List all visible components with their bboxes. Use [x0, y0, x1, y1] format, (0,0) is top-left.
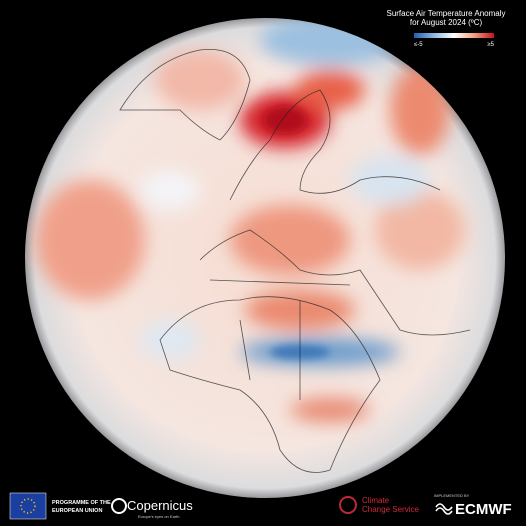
- c3s-icon: [339, 496, 357, 514]
- eu-stars: [20, 498, 36, 514]
- c3s-text: Climate: [362, 496, 390, 505]
- ecmwf-caption: IMPLEMENTED BY: [434, 493, 470, 498]
- ecmwf-icon: [435, 503, 453, 515]
- copernicus-tagline: Europe's eyes on Earth: [138, 514, 179, 519]
- warm-anomaly: [230, 205, 350, 275]
- anomaly-field: [35, 18, 471, 473]
- warm-anomaly: [155, 50, 245, 110]
- map-title: Surface Air Temperature Anomaly: [386, 9, 505, 18]
- warm-anomaly: [263, 106, 307, 134]
- eu-text: PROGRAMME OF THE: [52, 500, 111, 506]
- map-subtitle: for August 2024 (ºC): [410, 18, 483, 27]
- eu-flag: [9, 492, 47, 520]
- coastlines: [119, 48, 471, 473]
- warm-anomaly: [290, 398, 370, 422]
- warm-anomaly: [375, 190, 465, 270]
- c3s-logo: Climate Change Service: [339, 496, 419, 514]
- c3s-text: Change Service: [362, 505, 419, 514]
- copernicus-name: Copernicus: [127, 498, 193, 513]
- ecmwf-logo: IMPLEMENTED BY ECMWF: [434, 493, 512, 518]
- neutral-area: [140, 170, 200, 210]
- warm-anomaly: [35, 180, 145, 300]
- cold-anomaly: [140, 320, 200, 360]
- copernicus-icon: [111, 498, 127, 514]
- eu-logo: PROGRAMME OF THE EUROPEAN UNION: [9, 492, 111, 520]
- copernicus-logo: Copernicus Europe's eyes on Earth: [111, 498, 193, 519]
- legend-min-label: ≤-5: [414, 42, 423, 48]
- cold-anomaly: [350, 155, 430, 205]
- eu-text: EUROPEAN UNION: [52, 508, 102, 514]
- warm-anomaly: [295, 70, 365, 110]
- color-bar: [414, 33, 494, 38]
- legend-max-label: ≥5: [487, 42, 494, 48]
- ecmwf-name: ECMWF: [455, 501, 512, 518]
